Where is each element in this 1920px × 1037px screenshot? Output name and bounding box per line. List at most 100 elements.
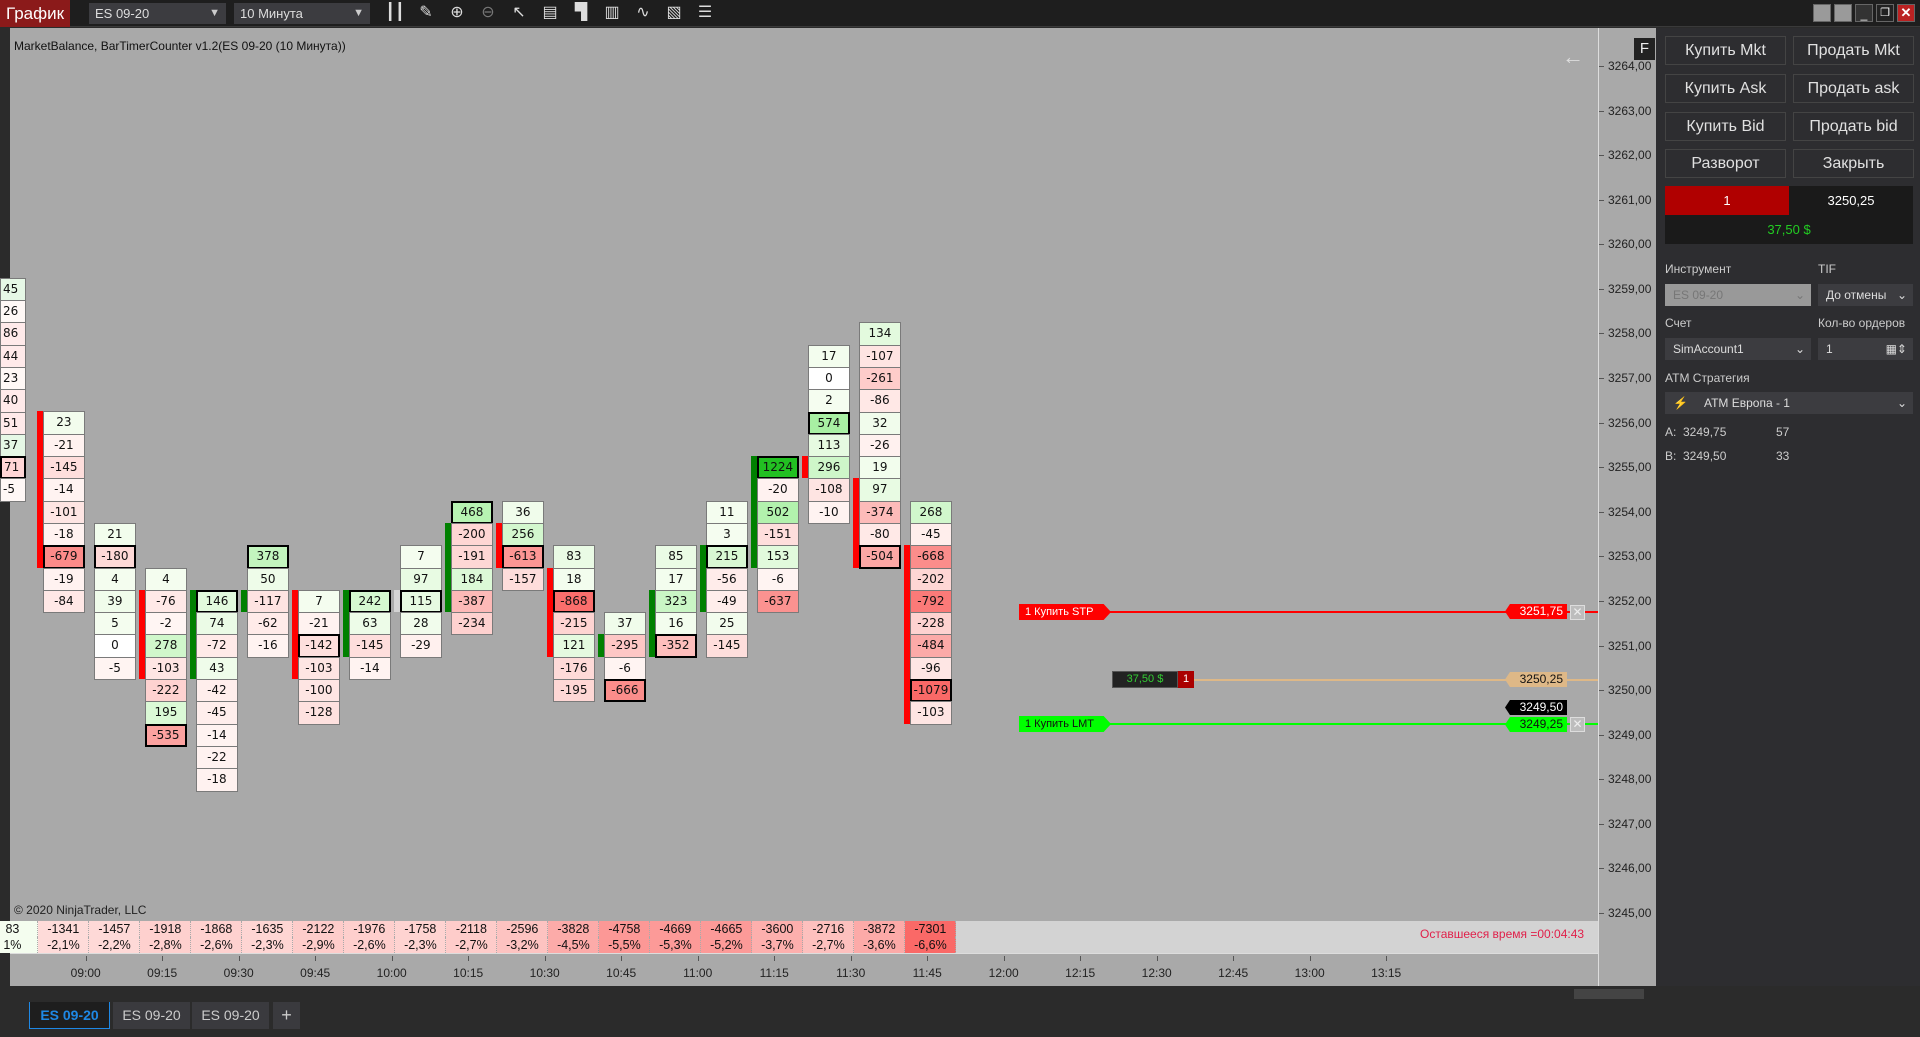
horizontal-scrollbar[interactable] xyxy=(10,987,1655,1001)
footprint-cell: 44 xyxy=(0,344,26,368)
stop-order-label[interactable]: 1 Купить STP xyxy=(1019,604,1111,620)
footprint-cell: -21 xyxy=(42,433,85,458)
footprint-cell: 74 xyxy=(195,612,238,636)
tab-es[interactable]: ES 09-20 xyxy=(192,1002,269,1029)
price-tick xyxy=(1599,155,1604,157)
price-label: 3252,00 xyxy=(1608,593,1652,608)
delta-bar xyxy=(393,589,400,613)
strategy-icon[interactable]: ▥ xyxy=(604,4,620,21)
footprint-cell: -868 xyxy=(552,589,595,614)
time-tick xyxy=(850,956,852,961)
zoom-in-icon[interactable]: ⊕ xyxy=(450,4,464,21)
price-axis[interactable] xyxy=(1598,28,1656,986)
instrument-selector[interactable]: ES 09-20 ▼ xyxy=(89,3,226,24)
price-tick xyxy=(1599,110,1604,112)
buy-market-button[interactable]: Купить Mkt xyxy=(1665,36,1786,65)
time-tick xyxy=(1156,956,1158,961)
price-tick xyxy=(1599,645,1604,647)
close-position-button[interactable]: Закрыть xyxy=(1793,149,1914,178)
tif-label: TIF xyxy=(1818,262,1836,276)
back-arrow-icon[interactable]: ← xyxy=(1562,44,1584,69)
limit-order-line[interactable] xyxy=(1110,723,1598,725)
data-box-icon[interactable]: ▤ xyxy=(542,4,558,21)
interval-value: 10 Минута xyxy=(240,6,303,21)
buy-ask-button[interactable]: Купить Ask xyxy=(1665,74,1786,103)
footprint-cell: -176 xyxy=(552,656,595,681)
tab-es-active[interactable]: ES 09-20 xyxy=(29,1002,110,1029)
position-line[interactable] xyxy=(1194,679,1598,681)
quantity-label: Кол-во ордеров xyxy=(1818,316,1906,330)
bar-delta-percent: -2,9% xyxy=(293,937,345,953)
chevron-down-icon: ⌄ xyxy=(1896,288,1907,302)
time-label: 12:15 xyxy=(1065,966,1096,980)
chart-trader-icon[interactable]: ▜ xyxy=(574,4,588,21)
templates-icon[interactable]: ▧ xyxy=(666,4,682,21)
footprint-cell: -261 xyxy=(858,366,901,391)
restore-icon[interactable]: ❐ xyxy=(1876,4,1894,22)
calculator-spin-icon[interactable]: ▦⇕ xyxy=(1885,342,1907,356)
quantity-stepper[interactable]: 1 ▦⇕ xyxy=(1818,338,1913,360)
time-tick xyxy=(162,956,164,961)
close-icon[interactable]: ✕ xyxy=(1897,4,1915,22)
minimize-icon[interactable]: _ xyxy=(1855,4,1873,22)
delta-bar xyxy=(291,589,298,679)
pointer-icon[interactable]: ↖ xyxy=(512,4,526,21)
window-option-button[interactable] xyxy=(1834,4,1852,22)
chevron-down-icon: ▼ xyxy=(209,7,220,19)
bar-type-icon[interactable]: ┃┃ xyxy=(385,4,405,21)
interval-selector[interactable]: 10 Минута ▼ xyxy=(234,3,370,24)
cancel-order-icon[interactable]: ✕ xyxy=(1570,717,1585,732)
tif-select[interactable]: До отмены ⌄ xyxy=(1818,284,1913,306)
tab-es[interactable]: ES 09-20 xyxy=(113,1002,190,1029)
stop-order-line[interactable] xyxy=(1110,611,1598,613)
add-tab-button[interactable]: + xyxy=(273,1002,300,1029)
bid-size: 33 xyxy=(1776,449,1790,463)
properties-icon[interactable]: ☰ xyxy=(697,4,713,21)
stop-price-tag: 3251,75 xyxy=(1505,604,1567,619)
lightning-icon: ⚡ xyxy=(1673,396,1688,410)
pencil-icon[interactable]: ✎ xyxy=(419,4,433,21)
footprint-cell: -387 xyxy=(450,589,493,614)
footprint-cell: -16 xyxy=(246,634,289,658)
price-label: 3250,00 xyxy=(1608,683,1652,698)
window-option-button[interactable] xyxy=(1813,4,1831,22)
instrument-select[interactable]: ES 09-20 ⌄ xyxy=(1665,284,1811,306)
footprint-cell: -80 xyxy=(858,523,901,547)
toolbar: График ES 09-20 ▼ 10 Минута ▼ ┃┃ ✎ ⊕ ⊖ ↖ ▤… xyxy=(0,0,1920,27)
bar-delta-value: -1635 xyxy=(242,921,294,937)
time-label: 12:00 xyxy=(988,966,1019,980)
zoom-out-icon[interactable]: ⊖ xyxy=(481,4,495,21)
time-label: 11:15 xyxy=(759,966,789,980)
footprint-cell: -14 xyxy=(195,723,238,747)
footprint-cell: 2 xyxy=(807,389,850,413)
account-select[interactable]: SimAccount1 ⌄ xyxy=(1665,338,1811,360)
buy-bid-button[interactable]: Купить Bid xyxy=(1665,112,1786,141)
footprint-cell: 4 xyxy=(144,567,187,591)
footprint-cell: -103 xyxy=(144,656,187,681)
footprint-cell: -18 xyxy=(195,768,238,792)
sell-market-button[interactable]: Продать Mkt xyxy=(1793,36,1914,65)
footprint-cell: 115 xyxy=(399,589,442,614)
chart-area[interactable] xyxy=(10,28,1598,986)
position-qty[interactable]: 1 xyxy=(1178,671,1194,688)
bar-delta-percent: -5,2% xyxy=(701,937,753,953)
sell-ask-button[interactable]: Продать ask xyxy=(1793,74,1914,103)
atm-select[interactable]: ⚡ ATM Европа - 1 ⌄ xyxy=(1665,392,1913,414)
cancel-order-icon[interactable]: ✕ xyxy=(1570,605,1585,620)
position-qty: 1 xyxy=(1665,186,1789,215)
chart-menu-button[interactable]: График xyxy=(0,0,70,27)
reverse-button[interactable]: Разворот xyxy=(1665,149,1786,178)
time-tick xyxy=(1003,956,1005,961)
footprint-cell: -352 xyxy=(654,634,697,658)
footprint-cell: -222 xyxy=(144,679,187,703)
limit-order-label[interactable]: 1 Купить LMT xyxy=(1019,716,1111,732)
footprint-cell: -20 xyxy=(756,478,799,502)
scrollbar-thumb[interactable] xyxy=(1574,989,1644,999)
f-button[interactable]: F xyxy=(1634,38,1655,60)
bottom-delta-table: 83 1% -1341 -2,1% -1457 -2,2% -1918 -2,8% -1868-… xyxy=(0,921,1598,953)
sell-bid-button[interactable]: Продать bid xyxy=(1793,112,1914,141)
indicators-icon[interactable]: ∿ xyxy=(636,4,650,21)
footprint-cell: -101 xyxy=(42,500,85,524)
price-label: 3260,00 xyxy=(1608,237,1652,252)
delta-bar xyxy=(342,589,349,657)
